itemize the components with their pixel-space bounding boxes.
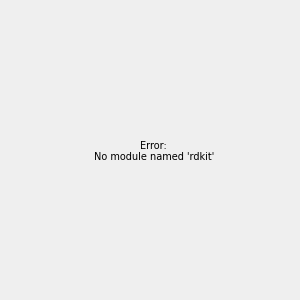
Text: Error:
No module named 'rdkit': Error: No module named 'rdkit'	[94, 141, 214, 162]
